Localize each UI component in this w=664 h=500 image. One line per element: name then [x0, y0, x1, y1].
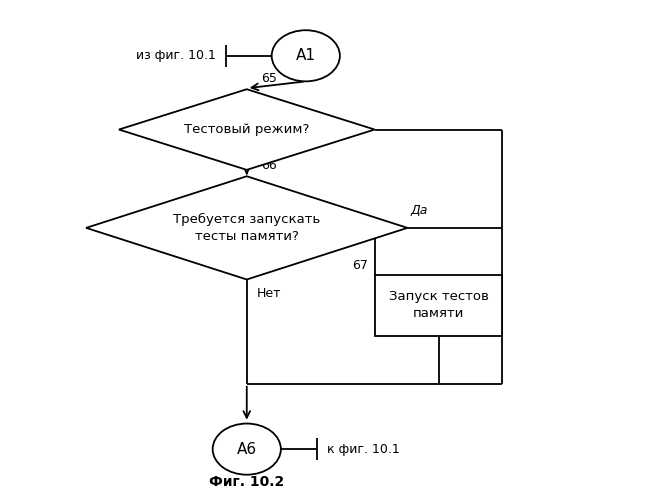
Text: Запуск тестов
памяти: Запуск тестов памяти: [388, 290, 489, 320]
Text: Нет: Нет: [256, 287, 281, 300]
Polygon shape: [86, 176, 408, 280]
Text: A1: A1: [295, 48, 316, 64]
Circle shape: [272, 30, 340, 82]
Text: Фиг. 10.2: Фиг. 10.2: [209, 475, 284, 489]
Text: A6: A6: [236, 442, 257, 456]
Text: 66: 66: [261, 160, 277, 172]
Bar: [374, 274, 503, 336]
Text: Да: Да: [410, 204, 428, 217]
Circle shape: [212, 424, 281, 474]
Text: из фиг. 10.1: из фиг. 10.1: [136, 50, 216, 62]
Polygon shape: [119, 89, 374, 170]
Text: 65: 65: [261, 72, 277, 86]
Text: к фиг. 10.1: к фиг. 10.1: [327, 442, 400, 456]
Text: 67: 67: [352, 259, 368, 272]
Text: Тестовый режим?: Тестовый режим?: [184, 123, 309, 136]
Text: Требуется запускать
тесты памяти?: Требуется запускать тесты памяти?: [173, 213, 321, 243]
